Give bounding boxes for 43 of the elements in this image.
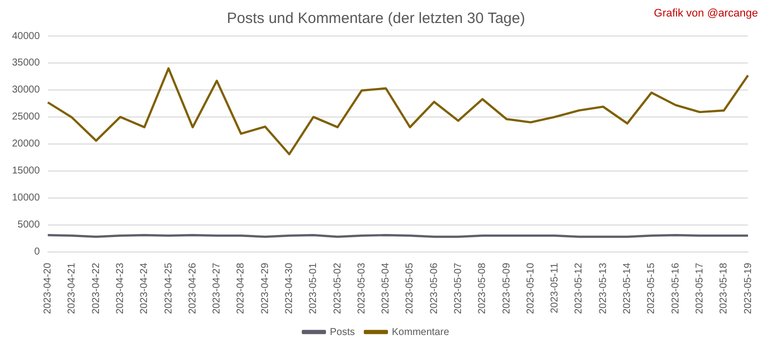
x-tick-label: 2023-05-04 xyxy=(380,262,392,314)
x-tick-label: 2023-05-05 xyxy=(404,262,416,314)
x-tick-label: 2023-05-14 xyxy=(622,262,634,314)
x-tick-label: 2023-05-03 xyxy=(356,262,368,314)
legend-label: Posts xyxy=(330,326,355,338)
x-tick-label: 2023-05-06 xyxy=(428,262,440,314)
x-tick-label: 2023-04-30 xyxy=(284,262,296,314)
x-tick-label: 2023-04-24 xyxy=(139,262,150,314)
y-tick-label: 20000 xyxy=(12,138,40,150)
y-tick-label: 25000 xyxy=(12,112,40,123)
text: Grafik von @arcange xyxy=(654,8,758,20)
y-tick-label: 5000 xyxy=(18,220,40,231)
x-tick-label: 2023-04-22 xyxy=(90,262,102,314)
x-tick-label: 2023-05-12 xyxy=(574,262,585,314)
x-tick-label: 2023-05-19 xyxy=(742,262,754,314)
x-tick-label: 2023-05-15 xyxy=(646,262,658,314)
x-tick-label: 2023-05-17 xyxy=(694,262,706,314)
legend-label: Kommentare xyxy=(392,326,450,338)
y-tick-label: 15000 xyxy=(12,166,40,177)
x-tick-label: 2023-04-29 xyxy=(260,262,271,314)
x-tick-label: 2023-05-11 xyxy=(550,262,561,314)
x-tick-label: 2023-04-28 xyxy=(236,262,247,314)
x-tick-label: 2023-04-20 xyxy=(42,262,54,314)
x-tick-label: 2023-04-27 xyxy=(212,262,223,314)
x-tick-label: 2023-05-13 xyxy=(598,262,609,314)
x-tick-label: 2023-05-08 xyxy=(477,262,488,314)
y-tick-label: 35000 xyxy=(12,58,40,69)
x-tick-label: 2023-05-07 xyxy=(453,262,464,314)
x-tick-label: 2023-04-23 xyxy=(114,262,126,314)
y-tick-label: 10000 xyxy=(12,192,40,204)
y-tick-label: 30000 xyxy=(12,84,40,96)
x-tick-label: 2023-04-26 xyxy=(187,262,198,314)
x-tick-label: 2023-05-02 xyxy=(332,262,344,314)
x-tick-label: 2023-05-10 xyxy=(525,262,536,314)
x-tick-label: 2023-05-01 xyxy=(308,262,320,314)
chart-title: Posts und Kommentare (der letzten 30 Tage) xyxy=(226,10,526,28)
x-tick-label: 2023-05-18 xyxy=(718,262,730,314)
y-tick-label: 40000 xyxy=(12,30,40,42)
y-tick-label: 0 xyxy=(34,246,40,258)
x-tick-label: 2023-04-21 xyxy=(66,262,78,314)
x-tick-label: 2023-05-16 xyxy=(670,262,682,314)
x-tick-label: 2023-05-09 xyxy=(501,262,512,314)
x-tick-label: 2023-04-25 xyxy=(163,262,174,314)
